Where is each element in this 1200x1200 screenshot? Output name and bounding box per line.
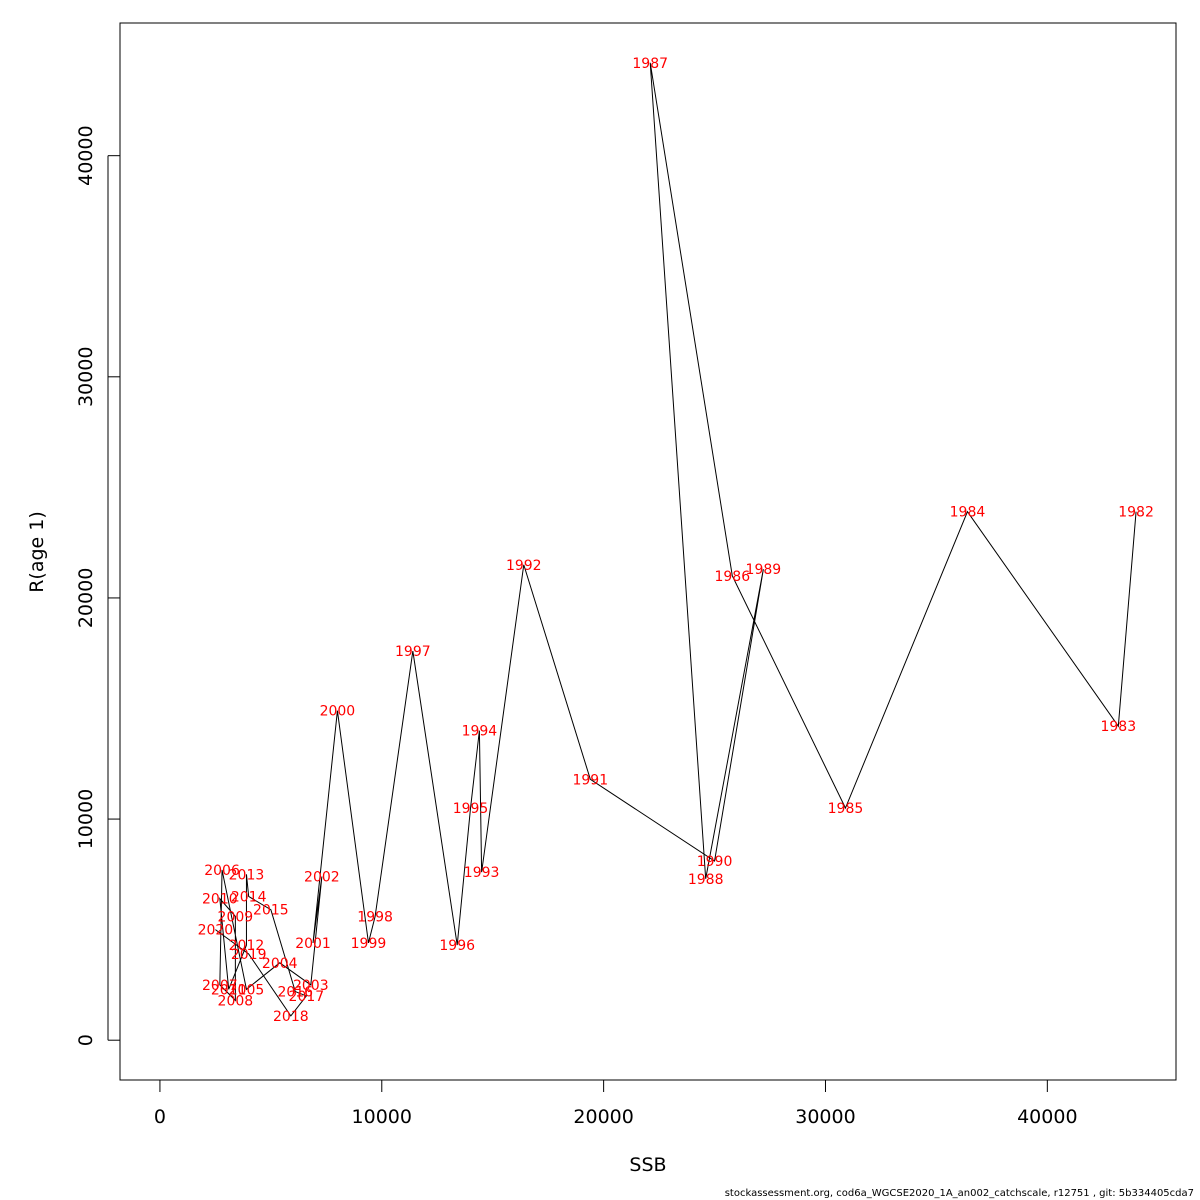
point-label-2002: 2002 [304, 870, 340, 886]
point-label-2010: 2010 [202, 892, 238, 908]
point-label-2005: 2005 [229, 982, 265, 998]
y-tick-label: 30000 [75, 347, 97, 407]
y-tick-label: 20000 [75, 568, 97, 628]
x-tick-label: 10000 [352, 1106, 412, 1128]
x-tick-label: 20000 [573, 1106, 633, 1128]
point-label-1996: 1996 [439, 938, 475, 954]
point-label-1999: 1999 [351, 936, 387, 952]
point-label-1993: 1993 [464, 865, 500, 881]
point-label-2012: 2012 [229, 938, 265, 954]
point-label-1992: 1992 [506, 558, 542, 574]
point-label-1989: 1989 [746, 562, 782, 578]
x-axis: 0 10000 20000 30000 40000 [154, 1079, 1078, 1128]
point-label-1988: 1988 [688, 872, 724, 888]
point-labels: 1982 1983 1984 1985 1986 1987 1988 1989 1990 1991… [198, 56, 1154, 1025]
point-label-1995: 1995 [453, 801, 489, 817]
x-tick-label: 0 [154, 1106, 166, 1128]
y-axis: 0 10000 20000 30000 40000 [75, 125, 120, 1046]
y-tick-label: 0 [75, 1034, 97, 1046]
point-label-2018: 2018 [273, 1009, 309, 1025]
point-label-1998: 1998 [357, 909, 393, 925]
y-tick-label: 40000 [75, 125, 97, 185]
point-label-1982: 1982 [1118, 505, 1154, 521]
point-label-1985: 1985 [828, 801, 864, 817]
point-label-2011: 2011 [211, 982, 247, 998]
point-label-2003: 2003 [293, 978, 329, 994]
series-line [215, 62, 1137, 1017]
footer-credit: stockassessment.org, cod6a_WGCSE2020_1A_… [724, 1188, 1194, 1199]
point-label-1987: 1987 [632, 56, 668, 72]
point-label-1986: 1986 [714, 569, 750, 585]
point-label-2001: 2001 [295, 936, 331, 952]
point-label-1994: 1994 [462, 724, 498, 740]
point-label-2020: 2020 [198, 923, 234, 939]
point-label-2004: 2004 [262, 956, 298, 972]
point-label-2013: 2013 [229, 867, 265, 883]
point-label-2009: 2009 [218, 909, 254, 925]
x-axis-title: SSB [629, 1154, 666, 1176]
point-label-2007: 2007 [202, 978, 238, 994]
point-label-2008: 2008 [218, 993, 254, 1009]
y-tick-label: 10000 [75, 789, 97, 849]
point-label-2015: 2015 [253, 903, 289, 919]
x-tick-label: 40000 [1017, 1106, 1077, 1128]
point-label-2006: 2006 [204, 863, 240, 879]
y-axis-title: R(age 1) [26, 511, 48, 593]
point-label-2014: 2014 [231, 889, 267, 905]
plot-frame [119, 22, 1177, 1081]
point-label-2019: 2019 [231, 947, 267, 963]
point-label-2016: 2016 [277, 985, 313, 1001]
point-label-2000: 2000 [320, 704, 356, 720]
point-label-1991: 1991 [572, 772, 608, 788]
x-tick-label: 30000 [795, 1106, 855, 1128]
point-label-1990: 1990 [697, 854, 733, 870]
sr-trajectory-line [215, 62, 1137, 1017]
point-label-1997: 1997 [395, 644, 431, 660]
point-label-1983: 1983 [1100, 719, 1136, 735]
point-label-2017: 2017 [289, 989, 325, 1005]
point-label-1984: 1984 [950, 505, 986, 521]
